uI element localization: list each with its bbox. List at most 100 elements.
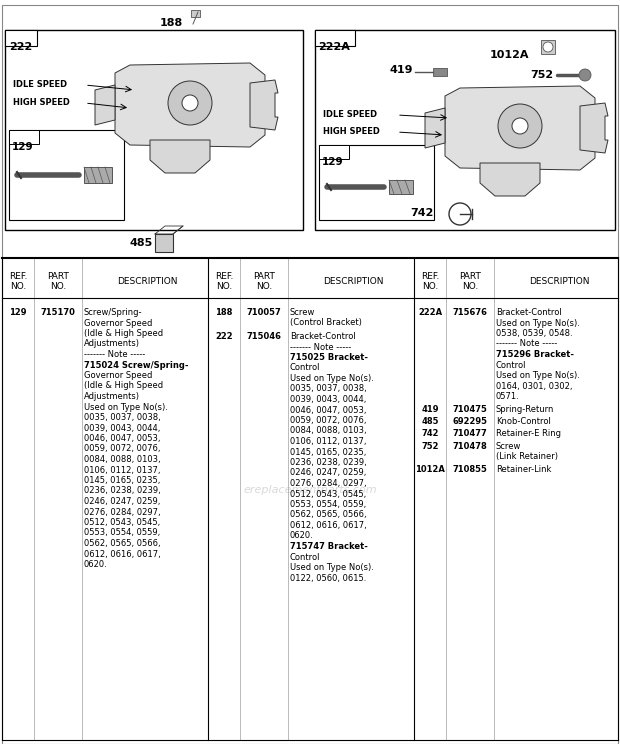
Text: IDLE SPEED: IDLE SPEED: [323, 110, 377, 119]
Bar: [9, 130, 39, 144]
Text: 0246, 0247, 0259,: 0246, 0247, 0259,: [290, 469, 366, 478]
Polygon shape: [425, 108, 445, 148]
Polygon shape: [250, 80, 278, 130]
Circle shape: [543, 42, 553, 52]
Text: Adjustments): Adjustments): [84, 392, 140, 401]
Bar: [5, 30, 303, 230]
Bar: [319, 145, 434, 220]
Text: 0553, 0554, 0559,: 0553, 0554, 0559,: [290, 500, 366, 509]
Polygon shape: [580, 103, 608, 153]
Text: 0084, 0088, 0103,: 0084, 0088, 0103,: [84, 455, 161, 464]
Polygon shape: [445, 86, 595, 170]
Text: (Link Retainer): (Link Retainer): [496, 452, 558, 461]
Bar: [84, 167, 112, 183]
Text: 710475: 710475: [453, 405, 487, 414]
Text: 0512, 0543, 0545,: 0512, 0543, 0545,: [84, 518, 160, 527]
Text: 0620.: 0620.: [84, 560, 108, 569]
Circle shape: [182, 95, 198, 111]
Text: Spring-Return: Spring-Return: [496, 405, 554, 414]
Bar: [315, 30, 355, 46]
Text: 129: 129: [9, 308, 27, 317]
Text: Used on Type No(s).: Used on Type No(s).: [84, 403, 168, 411]
Text: Screw/Spring-: Screw/Spring-: [84, 308, 143, 317]
Text: 0046, 0047, 0053,: 0046, 0047, 0053,: [84, 434, 161, 443]
Text: 692295: 692295: [453, 417, 487, 426]
Circle shape: [168, 81, 212, 125]
Text: 0106, 0112, 0137,: 0106, 0112, 0137,: [290, 437, 366, 446]
Text: Control: Control: [290, 553, 321, 562]
Text: 0512, 0543, 0545,: 0512, 0543, 0545,: [290, 490, 366, 498]
Text: 0276, 0284, 0297,: 0276, 0284, 0297,: [84, 507, 161, 516]
Text: 0562, 0565, 0566,: 0562, 0565, 0566,: [84, 539, 161, 548]
Text: Control: Control: [496, 361, 526, 370]
Text: 419: 419: [390, 65, 414, 75]
Text: ------- Note -----: ------- Note -----: [496, 339, 557, 348]
Bar: [389, 180, 413, 194]
Text: Control: Control: [290, 364, 321, 373]
Text: 0571.: 0571.: [496, 392, 520, 401]
Text: Knob-Control: Knob-Control: [496, 417, 551, 426]
Circle shape: [498, 104, 542, 148]
Text: 0236, 0238, 0239,: 0236, 0238, 0239,: [84, 487, 161, 496]
Text: HIGH SPEED: HIGH SPEED: [323, 127, 380, 136]
Text: Bracket-Control: Bracket-Control: [290, 332, 356, 341]
Bar: [315, 30, 615, 230]
Text: 0553, 0554, 0559,: 0553, 0554, 0559,: [84, 528, 160, 537]
Text: 715296 Bracket-: 715296 Bracket-: [496, 350, 574, 359]
Text: 0145, 0165, 0235,: 0145, 0165, 0235,: [84, 476, 161, 485]
Text: HIGH SPEED: HIGH SPEED: [13, 98, 70, 107]
Text: 0236, 0238, 0239,: 0236, 0238, 0239,: [290, 458, 367, 467]
Text: 715024 Screw/Spring-: 715024 Screw/Spring-: [84, 361, 188, 370]
Bar: [9, 130, 124, 220]
Bar: [541, 40, 555, 54]
Text: REF.: REF.: [215, 272, 233, 281]
Text: Retainer-E Ring: Retainer-E Ring: [496, 429, 561, 438]
Text: 1012A: 1012A: [490, 50, 529, 60]
Text: 188: 188: [215, 308, 232, 317]
Text: 0164, 0301, 0302,: 0164, 0301, 0302,: [496, 382, 572, 391]
Text: IDLE SPEED: IDLE SPEED: [13, 80, 67, 89]
Polygon shape: [150, 140, 210, 173]
Text: 715170: 715170: [40, 308, 76, 317]
Text: (Control Bracket): (Control Bracket): [290, 318, 362, 327]
Text: 710477: 710477: [453, 429, 487, 438]
Text: NO.: NO.: [10, 282, 26, 291]
Text: 222: 222: [215, 332, 233, 341]
Text: PART: PART: [459, 272, 481, 281]
Text: NO.: NO.: [50, 282, 66, 291]
Text: DESCRIPTION: DESCRIPTION: [323, 277, 383, 286]
Text: NO.: NO.: [256, 282, 272, 291]
Text: NO.: NO.: [462, 282, 478, 291]
Text: 0039, 0043, 0044,: 0039, 0043, 0044,: [290, 395, 366, 404]
Text: 0035, 0037, 0038,: 0035, 0037, 0038,: [84, 413, 161, 422]
Text: 715025 Bracket-: 715025 Bracket-: [290, 353, 368, 362]
Text: DESCRIPTION: DESCRIPTION: [117, 277, 177, 286]
Text: (Idle & High Speed: (Idle & High Speed: [84, 382, 163, 391]
Text: 0059, 0072, 0076,: 0059, 0072, 0076,: [290, 416, 366, 425]
Bar: [319, 145, 349, 159]
Text: 0039, 0043, 0044,: 0039, 0043, 0044,: [84, 423, 161, 432]
Text: 0246, 0247, 0259,: 0246, 0247, 0259,: [84, 497, 161, 506]
Text: 0145, 0165, 0235,: 0145, 0165, 0235,: [290, 447, 366, 457]
Text: REF.: REF.: [9, 272, 27, 281]
Text: 222A: 222A: [318, 42, 350, 52]
Text: NO.: NO.: [216, 282, 232, 291]
Text: 0059, 0072, 0076,: 0059, 0072, 0076,: [84, 444, 161, 454]
Text: PART: PART: [253, 272, 275, 281]
Text: 0612, 0616, 0617,: 0612, 0616, 0617,: [290, 521, 367, 530]
Text: ereplacementparts.com: ereplacementparts.com: [243, 485, 377, 495]
Bar: [191, 10, 200, 17]
Text: 0562, 0565, 0566,: 0562, 0565, 0566,: [290, 510, 366, 519]
Text: Bracket-Control: Bracket-Control: [496, 308, 562, 317]
Polygon shape: [95, 85, 115, 125]
Text: 0046, 0047, 0053,: 0046, 0047, 0053,: [290, 405, 366, 414]
Text: 0620.: 0620.: [290, 531, 314, 540]
Text: 0122, 0560, 0615.: 0122, 0560, 0615.: [290, 574, 366, 583]
Text: 715747 Bracket-: 715747 Bracket-: [290, 542, 368, 551]
Text: 485: 485: [421, 417, 439, 426]
Text: 0035, 0037, 0038,: 0035, 0037, 0038,: [290, 385, 367, 394]
Text: PART: PART: [47, 272, 69, 281]
Text: 222: 222: [9, 42, 32, 52]
Text: 742: 742: [410, 208, 433, 218]
Text: 710057: 710057: [247, 308, 281, 317]
